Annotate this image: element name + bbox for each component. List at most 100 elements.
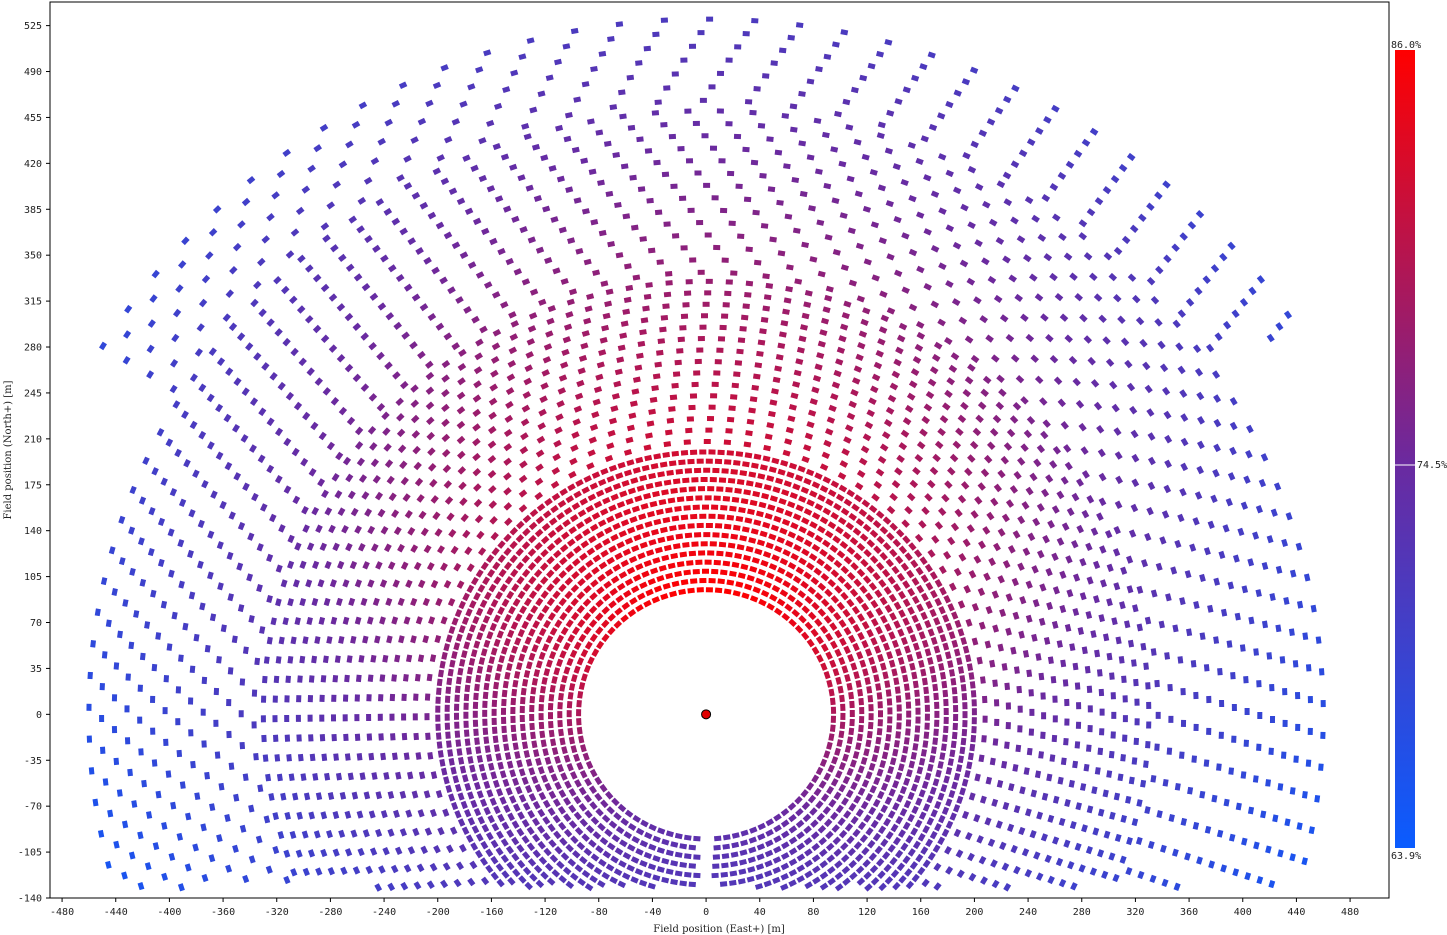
heliostat-marker bbox=[509, 527, 519, 536]
heliostat-marker bbox=[1008, 783, 1015, 792]
heliostat-marker bbox=[261, 362, 270, 371]
heliostat-marker bbox=[1193, 723, 1199, 731]
heliostat-marker bbox=[717, 449, 725, 456]
heliostat-marker bbox=[501, 870, 510, 879]
heliostat-marker bbox=[680, 450, 689, 456]
heliostat-marker bbox=[312, 274, 322, 283]
heliostat-marker bbox=[319, 734, 326, 742]
heliostat-marker bbox=[384, 361, 393, 370]
heliostat-marker bbox=[762, 521, 771, 529]
heliostat-marker bbox=[802, 813, 812, 823]
heliostat-marker bbox=[840, 591, 849, 601]
heliostat-marker bbox=[298, 357, 307, 367]
heliostat-marker bbox=[385, 597, 393, 607]
heliostat-marker bbox=[1240, 771, 1247, 779]
heliostat-marker bbox=[1057, 398, 1066, 408]
heliostat-marker bbox=[842, 608, 851, 618]
heliostat-marker bbox=[1265, 845, 1272, 854]
heliostat-marker bbox=[1266, 535, 1274, 544]
heliostat-marker bbox=[538, 791, 547, 801]
heliostat-marker bbox=[750, 159, 759, 166]
heliostat-marker bbox=[1159, 844, 1167, 853]
heliostat-marker bbox=[287, 598, 294, 607]
heliostat-marker bbox=[178, 654, 184, 662]
heliostat-marker bbox=[471, 825, 480, 834]
heliostat-marker bbox=[780, 320, 789, 327]
heliostat-marker bbox=[100, 577, 108, 586]
heliostat-marker bbox=[299, 655, 306, 664]
heliostat-marker bbox=[422, 635, 430, 644]
heliostat-marker bbox=[1165, 593, 1172, 602]
heliostat-marker bbox=[886, 505, 896, 515]
heliostat-marker bbox=[756, 843, 766, 851]
heliostat-marker bbox=[980, 468, 990, 478]
heliostat-marker bbox=[854, 853, 864, 862]
heliostat-marker bbox=[630, 876, 639, 884]
heliostat-marker bbox=[536, 612, 545, 621]
heliostat-marker bbox=[820, 573, 830, 582]
heliostat-marker bbox=[472, 423, 481, 432]
heliostat-marker bbox=[1177, 309, 1186, 318]
heliostat-marker bbox=[1022, 254, 1032, 263]
heliostat-marker bbox=[521, 776, 529, 785]
heliostat-marker bbox=[757, 822, 766, 831]
heliostat-marker bbox=[858, 457, 868, 466]
heliostat-marker bbox=[1265, 779, 1272, 787]
heliostat-marker bbox=[781, 112, 790, 119]
heliostat-marker bbox=[672, 543, 681, 550]
heliostat-marker bbox=[377, 508, 386, 518]
heliostat-marker bbox=[1231, 703, 1237, 712]
y-tick-label: 525 bbox=[24, 21, 42, 32]
heliostat-marker bbox=[937, 318, 946, 327]
heliostat-marker bbox=[426, 880, 435, 889]
heliostat-marker bbox=[684, 871, 692, 878]
heliostat-marker bbox=[384, 459, 394, 468]
heliostat-marker bbox=[920, 574, 929, 583]
heliostat-marker bbox=[822, 806, 831, 815]
heliostat-marker bbox=[857, 821, 867, 831]
heliostat-marker bbox=[800, 486, 810, 494]
heliostat-marker bbox=[1119, 855, 1127, 864]
heliostat-marker bbox=[724, 290, 732, 297]
heliostat-marker bbox=[1047, 875, 1055, 885]
heliostat-marker bbox=[150, 695, 156, 703]
heliostat-marker bbox=[444, 713, 450, 721]
heliostat-marker bbox=[779, 589, 789, 598]
heliostat-marker bbox=[440, 177, 450, 186]
heliostat-marker bbox=[811, 543, 821, 552]
heliostat-marker bbox=[566, 298, 575, 306]
heliostat-marker bbox=[444, 722, 451, 730]
heliostat-marker bbox=[937, 112, 946, 120]
heliostat-marker bbox=[558, 226, 567, 234]
heliostat-marker bbox=[249, 444, 257, 453]
heliostat-marker bbox=[1206, 727, 1212, 735]
heliostat-marker bbox=[551, 466, 561, 475]
heliostat-marker bbox=[1018, 826, 1026, 836]
heliostat-marker bbox=[804, 848, 813, 857]
heliostat-marker bbox=[1277, 849, 1284, 858]
heliostat-marker bbox=[1117, 315, 1126, 325]
heliostat-marker bbox=[911, 577, 920, 586]
heliostat-marker bbox=[273, 734, 279, 742]
heliostat-marker bbox=[457, 756, 465, 765]
heliostat-marker bbox=[393, 526, 402, 536]
heliostat-marker bbox=[1142, 361, 1151, 371]
heliostat-marker bbox=[367, 674, 374, 682]
heliostat-marker bbox=[761, 73, 770, 79]
heliostat-marker bbox=[440, 562, 448, 572]
heliostat-marker bbox=[486, 185, 496, 193]
heliostat-marker bbox=[1024, 808, 1032, 817]
heliostat-marker bbox=[921, 639, 929, 648]
heliostat-marker bbox=[486, 119, 495, 127]
heliostat-marker bbox=[499, 796, 507, 805]
heliostat-marker bbox=[226, 551, 234, 561]
heliostat-marker bbox=[520, 687, 527, 696]
heliostat-marker bbox=[629, 400, 638, 407]
heliostat-marker bbox=[1137, 870, 1145, 880]
heliostat-marker bbox=[1305, 759, 1312, 767]
heliostat-marker bbox=[694, 358, 702, 365]
heliostat-marker bbox=[1099, 728, 1105, 736]
heliostat-marker bbox=[413, 693, 419, 701]
heliostat-marker bbox=[943, 716, 949, 724]
heliostat-marker bbox=[588, 785, 598, 795]
